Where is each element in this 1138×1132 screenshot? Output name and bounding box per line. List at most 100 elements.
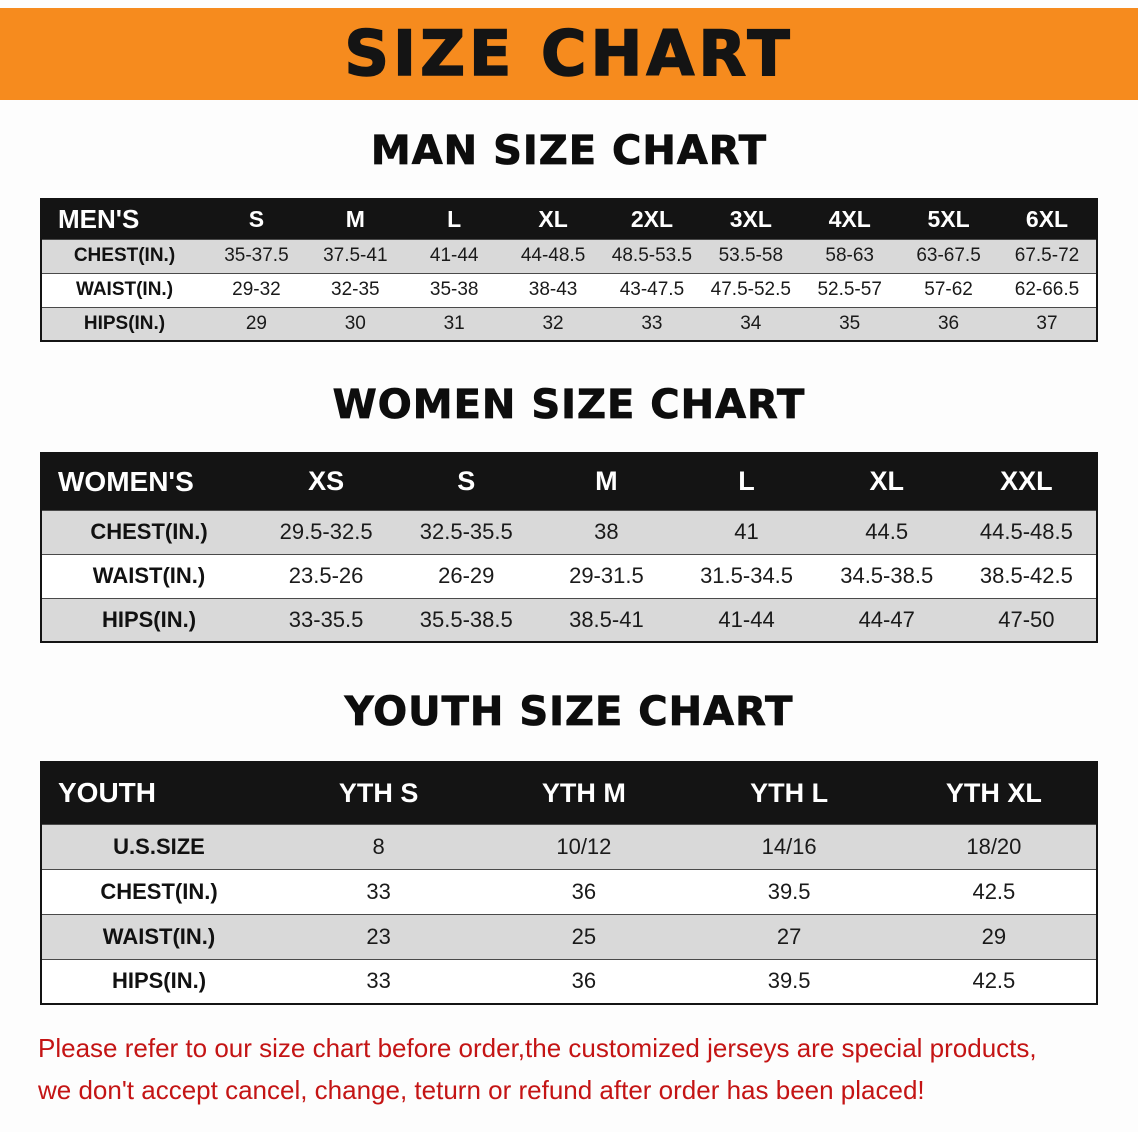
size-value-cell: 47-50	[956, 597, 1097, 642]
size-value-cell: 63-67.5	[899, 238, 998, 273]
table-title-cell: WOMEN'S	[41, 453, 256, 510]
women-section-heading: WOMEN SIZE CHART	[332, 382, 806, 429]
size-value-cell: 52.5-57	[800, 272, 900, 307]
measure-label-cell: CHEST(IN.)	[41, 238, 207, 273]
size-value-cell: 32.5-35.5	[396, 509, 537, 554]
size-value-cell: 33	[602, 306, 702, 341]
youth-table-header: YOUTH YTH S YTH M YTH L YTH XL	[41, 762, 1097, 824]
table-row: WAIST(IN.) 23.5-26 26-29 29-31.5 31.5-34.5 34…	[41, 553, 1097, 598]
women-size-section: WOMEN SIZE CHART WOMEN'S XS S M L XL XXL CHEST…	[0, 382, 1138, 643]
size-header-cell: YTH S	[276, 762, 482, 824]
size-header-cell: XS	[256, 453, 397, 510]
size-value-cell: 18/20	[891, 823, 1097, 869]
size-value-cell: 33	[276, 958, 482, 1004]
disclaimer: Please refer to our size chart before or…	[38, 1027, 1102, 1111]
size-value-cell: 10/12	[481, 823, 687, 869]
women-size-table: WOMEN'S XS S M L XL XXL CHEST(IN.) 29.5-32.5 32.…	[40, 452, 1098, 643]
disclaimer-line-1: Please refer to our size chart before or…	[38, 1033, 1037, 1063]
size-value-cell: 44-47	[816, 597, 957, 642]
size-value-cell: 42.5	[891, 868, 1097, 914]
size-value-cell: 36	[899, 306, 998, 341]
size-value-cell: 39.5	[686, 868, 892, 914]
table-row: WAIST(IN.) 23 25 27 29	[41, 913, 1097, 959]
size-value-cell: 37.5-41	[305, 238, 405, 273]
men-table-body: CHEST(IN.) 35-37.5 37.5-41 41-44 44-48.5 48.5…	[41, 238, 1097, 341]
size-value-cell: 26-29	[396, 553, 537, 598]
size-value-cell: 44-48.5	[503, 238, 603, 273]
size-value-cell: 38.5-41	[536, 597, 677, 642]
banner: SIZE CHART	[0, 8, 1138, 100]
measure-label-cell: WAIST(IN.)	[41, 913, 276, 959]
size-value-cell: 32	[503, 306, 603, 341]
size-value-cell: 35-38	[404, 272, 504, 307]
size-value-cell: 67.5-72	[998, 238, 1097, 273]
men-size-table: MEN'S S M L XL 2XL 3XL 4XL 5XL 6XL CHEST(IN.) 35-3…	[40, 198, 1098, 342]
table-row: HIPS(IN.) 33-35.5 35.5-38.5 38.5-41 41-44 44-…	[41, 597, 1097, 642]
size-value-cell: 35-37.5	[207, 238, 306, 273]
size-value-cell: 35.5-38.5	[396, 597, 537, 642]
size-value-cell: 32-35	[305, 272, 405, 307]
size-header-cell: YTH M	[481, 762, 687, 824]
youth-size-section: YOUTH SIZE CHART YOUTH YTH S YTH M YTH L YTH…	[0, 689, 1138, 1005]
size-header-cell: XL	[503, 199, 603, 239]
measure-label-cell: HIPS(IN.)	[41, 306, 207, 341]
size-header-cell: S	[396, 453, 537, 510]
size-value-cell: 62-66.5	[998, 272, 1097, 307]
size-header-cell: L	[676, 453, 817, 510]
size-value-cell: 33-35.5	[256, 597, 397, 642]
size-value-cell: 39.5	[686, 958, 892, 1004]
men-table-header: MEN'S S M L XL 2XL 3XL 4XL 5XL 6XL	[41, 199, 1097, 239]
size-value-cell: 34	[701, 306, 801, 341]
size-header-cell: M	[536, 453, 677, 510]
size-header-row: YOUTH YTH S YTH M YTH L YTH XL	[41, 762, 1097, 824]
table-title-cell: MEN'S	[41, 199, 207, 239]
size-header-cell: YTH XL	[891, 762, 1097, 824]
disclaimer-line-2: we don't accept cancel, change, teturn o…	[38, 1075, 925, 1106]
size-value-cell: 29.5-32.5	[256, 509, 397, 554]
size-value-cell: 31	[404, 306, 504, 341]
size-header-cell: 4XL	[800, 199, 900, 239]
size-value-cell: 38-43	[503, 272, 603, 307]
youth-table-body: U.S.SIZE 8 10/12 14/16 18/20 CHEST(IN.) 33 36 39…	[41, 823, 1097, 1004]
size-value-cell: 23.5-26	[256, 553, 397, 598]
size-value-cell: 29-31.5	[536, 553, 677, 598]
size-header-cell: M	[305, 199, 405, 239]
size-value-cell: 44.5	[816, 509, 957, 554]
table-row: CHEST(IN.) 29.5-32.5 32.5-35.5 38 41 44.5 44.5…	[41, 509, 1097, 554]
size-value-cell: 41-44	[404, 238, 504, 273]
size-header-cell: YTH L	[686, 762, 892, 824]
size-value-cell: 33	[276, 868, 482, 914]
measure-label-cell: CHEST(IN.)	[41, 509, 256, 554]
size-value-cell: 31.5-34.5	[676, 553, 817, 598]
measure-label-cell: HIPS(IN.)	[41, 597, 256, 642]
size-value-cell: 27	[686, 913, 892, 959]
women-table-body: CHEST(IN.) 29.5-32.5 32.5-35.5 38 41 44.5 44.5…	[41, 509, 1097, 642]
table-row: U.S.SIZE 8 10/12 14/16 18/20	[41, 823, 1097, 869]
size-value-cell: 58-63	[800, 238, 900, 273]
size-value-cell: 38.5-42.5	[956, 553, 1097, 598]
size-header-cell: S	[207, 199, 306, 239]
size-header-cell: XXL	[956, 453, 1097, 510]
youth-section-heading: YOUTH SIZE CHART	[344, 689, 794, 736]
youth-size-table: YOUTH YTH S YTH M YTH L YTH XL U.S.SIZE 8 10/1…	[40, 761, 1098, 1005]
size-value-cell: 43-47.5	[602, 272, 702, 307]
size-value-cell: 25	[481, 913, 687, 959]
size-value-cell: 48.5-53.5	[602, 238, 702, 273]
table-row: CHEST(IN.) 35-37.5 37.5-41 41-44 44-48.5 48.5…	[41, 238, 1097, 273]
size-header-row: WOMEN'S XS S M L XL XXL	[41, 453, 1097, 510]
measure-label-cell: U.S.SIZE	[41, 823, 276, 869]
men-size-section: MAN SIZE CHART MEN'S S M L XL 2XL 3XL 4XL 5XL 6XL…	[0, 128, 1138, 342]
size-value-cell: 57-62	[899, 272, 998, 307]
size-value-cell: 29	[207, 306, 306, 341]
table-row: CHEST(IN.) 33 36 39.5 42.5	[41, 868, 1097, 914]
table-title-cell: YOUTH	[41, 762, 276, 824]
size-header-row: MEN'S S M L XL 2XL 3XL 4XL 5XL 6XL	[41, 199, 1097, 239]
men-section-heading: MAN SIZE CHART	[370, 128, 768, 175]
size-value-cell: 44.5-48.5	[956, 509, 1097, 554]
size-header-cell: 5XL	[899, 199, 998, 239]
size-value-cell: 36	[481, 958, 687, 1004]
measure-label-cell: CHEST(IN.)	[41, 868, 276, 914]
table-row: WAIST(IN.) 29-32 32-35 35-38 38-43 43-47.5 47.…	[41, 272, 1097, 307]
size-value-cell: 8	[276, 823, 482, 869]
